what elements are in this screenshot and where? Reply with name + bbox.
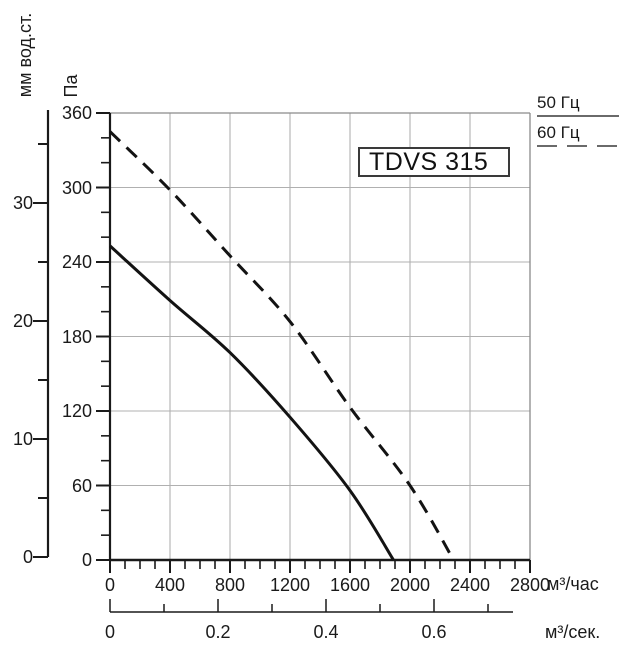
m3s-tick-label: 0.2 — [205, 622, 231, 642]
legend-label-60hz: 60 Гц — [537, 123, 580, 142]
legend-item-50hz: 50 Гц — [537, 93, 619, 117]
y-axis-unit-mm-water: мм вод.ст. — [15, 12, 35, 98]
pa-tick-label: 360 — [61, 103, 92, 123]
legend-line-dashed — [537, 145, 619, 147]
curve-50hz — [108, 244, 395, 561]
pa-tick-label: 180 — [61, 327, 92, 347]
legend-item-60hz: 60 Гц — [537, 123, 619, 147]
x-axis-unit-m3h: м³/час — [547, 574, 599, 594]
legend-line-solid — [537, 115, 619, 117]
m3h-tick-label: 400 — [154, 575, 186, 595]
pa-tick-label: 300 — [61, 178, 92, 198]
curve-60hz — [108, 130, 455, 561]
y-axis-unit-pa: Па — [61, 74, 81, 98]
m3h-tick-label: 800 — [214, 575, 246, 595]
pa-tick-label: 120 — [61, 401, 92, 421]
m3s-tick-label: 0 — [104, 622, 115, 642]
model-title-box: TDVS 315 — [358, 147, 510, 177]
m3h-tick-label: 2400 — [449, 575, 491, 595]
x-axis-unit-m3s: м³/сек. — [545, 622, 601, 642]
pa-tick-label: 240 — [61, 252, 92, 272]
m3h-tick-label: 2000 — [389, 575, 431, 595]
mm-tick-label: 30 — [12, 193, 33, 213]
m3s-tick-label: 0.4 — [313, 622, 339, 642]
mm-tick-label: 10 — [12, 429, 33, 449]
pa-tick-label: 60 — [71, 476, 92, 496]
model-title: TDVS 315 — [369, 147, 489, 176]
m3h-tick-label: 2800 — [509, 575, 551, 595]
mm-tick-label: 20 — [12, 311, 33, 331]
pa-tick-label: 0 — [81, 550, 92, 570]
m3h-tick-label: 0 — [104, 575, 115, 595]
m3s-tick-label: 0.6 — [421, 622, 447, 642]
m3h-tick-label: 1200 — [269, 575, 311, 595]
legend: 50 Гц 60 Гц — [537, 93, 619, 153]
legend-label-50hz: 50 Гц — [537, 93, 580, 112]
m3h-tick-label: 1600 — [329, 575, 371, 595]
mm-tick-label: 0 — [22, 547, 33, 567]
